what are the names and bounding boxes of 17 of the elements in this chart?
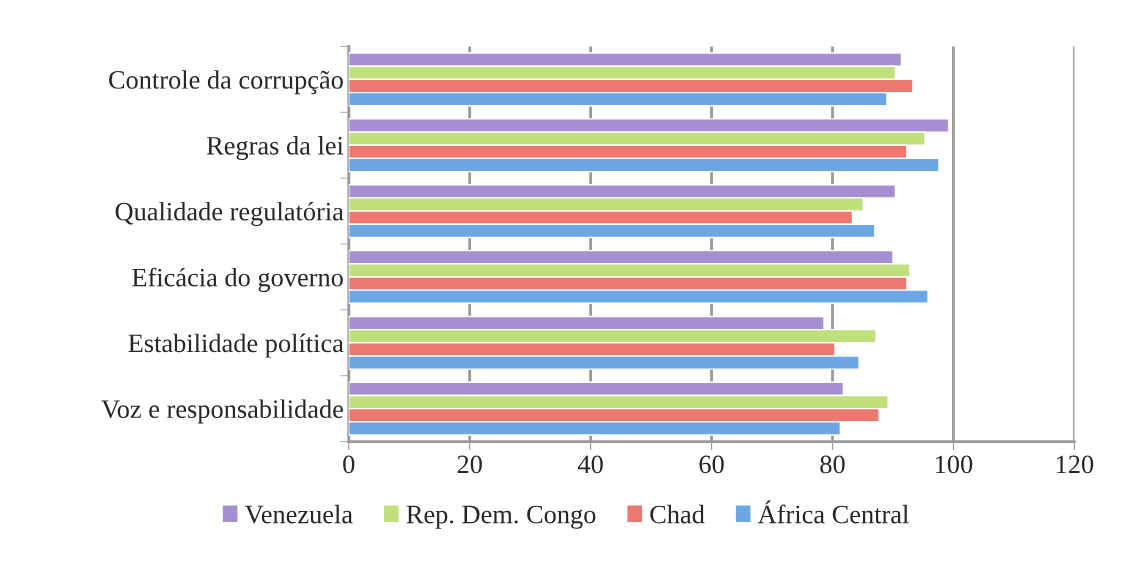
legend-label: Venezuela bbox=[244, 504, 353, 524]
x-tick-label: 20 bbox=[457, 455, 482, 474]
y-tick-label: Qualidade regulatória bbox=[115, 201, 344, 226]
y-tick-label: Regras da lei bbox=[206, 136, 344, 161]
legend-label: Chad bbox=[650, 504, 705, 524]
y-tick-label: Eficácia do governo bbox=[132, 267, 343, 292]
x-tick-label: 100 bbox=[935, 455, 973, 474]
x-tick-label: 120 bbox=[1056, 455, 1094, 474]
y-tick-label: Controle da corrupção bbox=[109, 70, 343, 95]
x-tick-label: 60 bbox=[699, 455, 724, 474]
legend-label: Rep. Dem. Congo bbox=[406, 505, 596, 529]
x-tick-label: 0 bbox=[343, 455, 355, 474]
y-tick-label: Voz e responsabilidade bbox=[101, 399, 343, 424]
x-tick-label: 80 bbox=[820, 455, 845, 474]
x-tick-label: 40 bbox=[577, 455, 603, 474]
legend-label: África Central bbox=[757, 500, 909, 524]
y-tick-label: Estabilidade política bbox=[128, 333, 344, 358]
